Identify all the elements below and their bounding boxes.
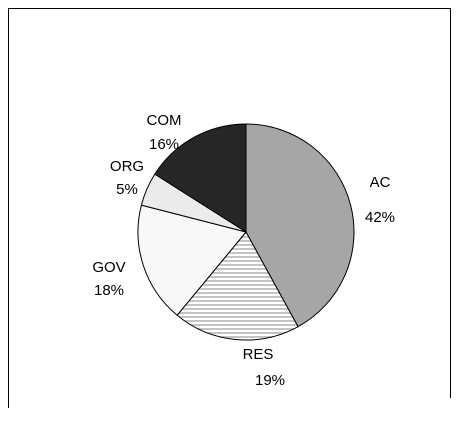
slice-label: AC (370, 174, 391, 191)
slice-value-label: 42% (365, 209, 395, 226)
slice-label: GOV (92, 259, 125, 276)
slice-value-label: 16% (149, 136, 179, 153)
slice-label: COM (147, 112, 182, 129)
pie-slice (137, 204, 247, 316)
slice-value-label: 18% (94, 282, 124, 299)
pie-slice (245, 123, 355, 328)
slice-label: RES (243, 346, 274, 363)
pie-slice (154, 123, 247, 233)
slice-label: ORG (110, 158, 144, 175)
slice-value-label: 19% (255, 372, 285, 389)
slice-value-label: 5% (116, 181, 138, 198)
pie-slice (176, 231, 299, 341)
chart-frame (8, 8, 451, 408)
